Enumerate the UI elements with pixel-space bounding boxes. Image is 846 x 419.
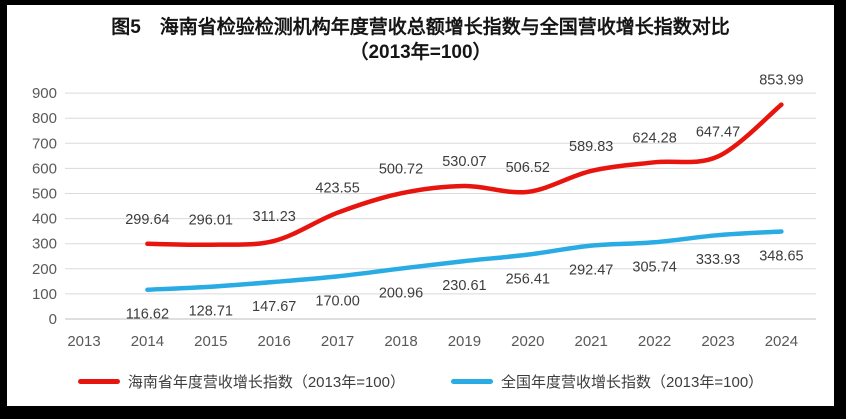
chart-title: 图5 海南省检验检测机构年度营收总额增长指数与全国营收增长指数对比 （2013年… xyxy=(7,15,834,65)
x-tick-label: 2014 xyxy=(131,333,164,350)
data-label-series-1: 256.41 xyxy=(506,272,550,288)
y-tick-label: 0 xyxy=(49,311,57,328)
line-chart-plot: 0 100 200 300 400 500 600 700 800 900 2013 2014 2015… xyxy=(32,73,816,350)
series-line-1 xyxy=(145,229,784,292)
data-label-series-1: 116.62 xyxy=(126,307,169,323)
data-label-series-0: 500.72 xyxy=(379,161,423,177)
x-tick-label: 2013 xyxy=(67,333,100,350)
data-label-series-0: 299.64 xyxy=(125,212,169,228)
x-tick-label: 2018 xyxy=(384,333,417,350)
y-tick-label: 300 xyxy=(32,236,57,253)
y-tick-label: 900 xyxy=(32,85,57,102)
chart-canvas: 0 100 200 300 400 500 600 700 800 900 2013 2014 2015… xyxy=(7,5,834,406)
x-tick-label: 2022 xyxy=(638,333,671,350)
legend: 海南省年度营收增长指数（2013年=100） 全国年度营收增长指数（2013年=… xyxy=(7,371,834,392)
data-label-series-0: 647.47 xyxy=(696,124,740,140)
data-label-series-1: 292.47 xyxy=(569,263,613,279)
x-tick-label: 2023 xyxy=(701,333,734,350)
y-tick-label: 700 xyxy=(32,135,57,152)
data-label-series-1: 333.93 xyxy=(696,252,740,268)
data-label-series-1: 200.96 xyxy=(379,286,423,302)
x-tick-label: 2021 xyxy=(575,333,608,350)
x-tick-label: 2015 xyxy=(194,333,227,350)
y-tick-label: 500 xyxy=(32,186,57,203)
x-tick-label: 2020 xyxy=(511,333,544,350)
data-label-series-1: 230.61 xyxy=(442,278,486,294)
x-tick-label: 2019 xyxy=(448,333,481,350)
y-tick-label: 800 xyxy=(32,110,57,127)
data-label-series-1: 128.71 xyxy=(189,304,233,320)
series-line-0 xyxy=(145,102,784,248)
data-label-series-1: 305.74 xyxy=(632,259,676,275)
legend-item-hainan: 海南省年度营收增长指数（2013年=100） xyxy=(77,371,405,392)
data-label-series-0: 506.52 xyxy=(506,160,550,176)
y-tick-label: 200 xyxy=(32,261,57,278)
data-label-series-0: 853.99 xyxy=(759,73,803,89)
data-label-series-0: 296.01 xyxy=(189,213,233,229)
hainan-series-line-swatch xyxy=(77,379,120,384)
y-tick-label: 100 xyxy=(32,286,57,303)
data-label-series-1: 147.67 xyxy=(252,299,296,315)
data-label-series-0: 423.55 xyxy=(315,181,359,197)
chart-title-line2: （2013年=100） xyxy=(349,42,492,63)
x-tick-label: 2016 xyxy=(258,333,291,350)
x-tick-label: 2017 xyxy=(321,333,354,350)
data-label-series-1: 348.65 xyxy=(759,248,803,264)
data-label-series-0: 589.83 xyxy=(569,139,613,155)
data-label-series-1: 170.00 xyxy=(315,293,359,309)
y-tick-label: 600 xyxy=(32,160,57,177)
x-tick-label: 2024 xyxy=(765,333,798,350)
national-series-label: 全国年度营收增长指数（2013年=100） xyxy=(501,374,764,391)
legend-item-national: 全国年度营收增长指数（2013年=100） xyxy=(451,371,763,392)
data-label-series-0: 311.23 xyxy=(253,209,296,225)
national-series-line-swatch xyxy=(451,379,493,384)
chart-title-line1: 图5 海南省检验检测机构年度营收总额增长指数与全国营收增长指数对比 xyxy=(111,17,730,38)
data-label-series-0: 624.28 xyxy=(632,130,676,146)
hainan-series-label: 海南省年度营收增长指数（2013年=100） xyxy=(127,374,405,391)
data-label-series-0: 530.07 xyxy=(442,154,486,170)
y-tick-label: 400 xyxy=(32,211,57,228)
